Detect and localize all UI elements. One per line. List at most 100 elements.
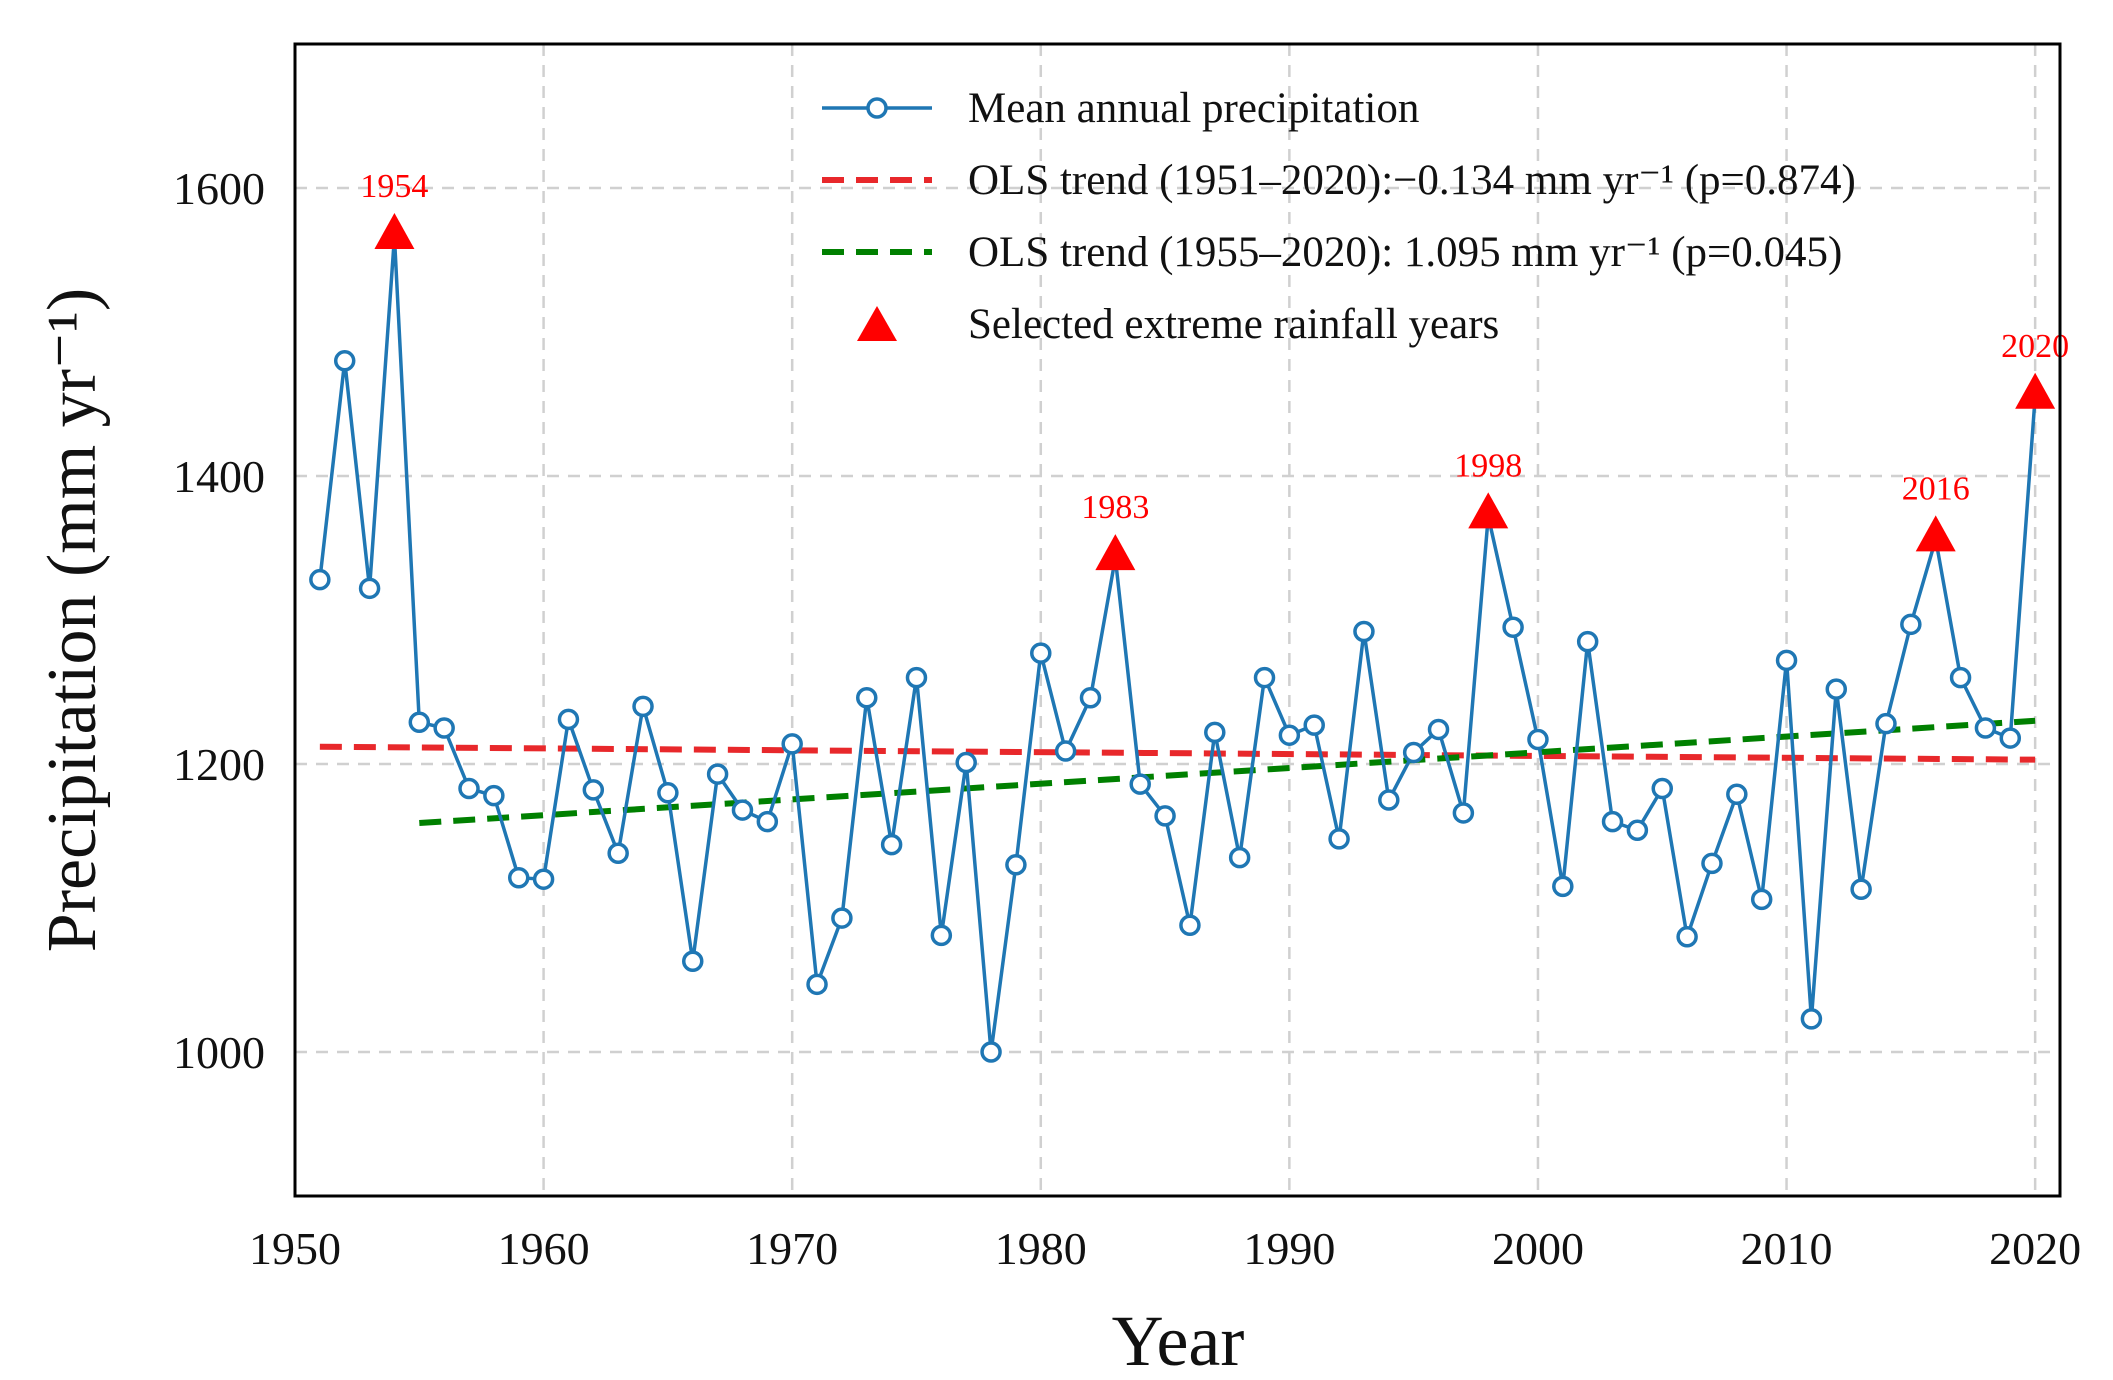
precipitation-point [1427, 718, 1450, 741]
x-tick-label: 1950 [249, 1223, 341, 1274]
precipitation-point [557, 708, 580, 731]
precipitation-point [706, 763, 729, 785]
precipitation-point [1651, 777, 1674, 800]
y-tick-label: 1400 [173, 451, 265, 502]
precipitation-point [408, 711, 431, 733]
extreme-year-annotation: 1954 [360, 168, 428, 205]
precipitation-point [1402, 741, 1425, 764]
legend: Mean annual precipitation OLS trend (195… [822, 85, 1856, 348]
precipitation-point [1502, 616, 1524, 638]
precipitation-point [930, 924, 953, 947]
series-layer: 1954 1983 1998 2016 2020 [309, 168, 2069, 1063]
precipitation-point [955, 751, 977, 774]
precipitation-point [1626, 819, 1649, 841]
precipitation-point [1253, 666, 1276, 689]
grid [295, 44, 2060, 1196]
legend-marker-extreme [857, 306, 897, 341]
x-tick-label: 1970 [746, 1223, 838, 1274]
precipitation-point [358, 577, 381, 600]
x-tick-label: 2010 [1741, 1223, 1833, 1274]
precipitation-point [582, 779, 605, 801]
precipitation-point [532, 868, 555, 890]
precipitation-point [1378, 789, 1400, 811]
precipitation-point [1179, 914, 1201, 937]
plot-frame [293, 42, 2062, 1198]
precipitation-point [309, 568, 331, 591]
precipitation-point [1800, 1008, 1823, 1030]
precipitation-point [1750, 888, 1773, 911]
precipitation-point [1726, 783, 1748, 805]
legend-label-ols-1955: OLS trend (1955–2020): 1.095 mm yr⁻¹ (p=… [968, 229, 1842, 276]
precipitation-point [1900, 613, 1922, 636]
precipitation-point [1303, 714, 1325, 736]
precipitation-point [1328, 828, 1350, 850]
precipitation-point [333, 350, 356, 372]
precipitation-point [756, 810, 779, 833]
x-tick-label: 2020 [1989, 1223, 2081, 1274]
legend-label-ols-full: OLS trend (1951–2020):−0.134 mm yr⁻¹ (p=… [968, 157, 1856, 204]
precipitation-point [781, 733, 803, 755]
precipitation-point [1353, 620, 1375, 643]
precipitation-point [1079, 687, 1102, 709]
x-tick-label: 1980 [995, 1223, 1087, 1274]
precipitation-point [1875, 712, 1897, 735]
y-axis-title: Precipitation (mm yr⁻¹) [34, 288, 111, 952]
precipitation-point [607, 842, 629, 865]
precipitation-point [1576, 630, 1599, 653]
precipitation-point [507, 867, 530, 889]
precipitation-line [318, 236, 2037, 1053]
precipitation-point [433, 717, 455, 739]
y-tick-label: 1600 [173, 163, 265, 214]
precipitation-point [1825, 678, 1848, 700]
precipitation-point [831, 907, 853, 929]
extreme-year-annotation: 2020 [2001, 328, 2069, 365]
ols-trend-line-1951-2020 [319, 743, 2036, 763]
extreme-year-marker [1095, 534, 1136, 571]
precipitation-point [1129, 773, 1151, 795]
legend-marker-precip [866, 97, 888, 119]
precipitation-point [1775, 649, 1798, 672]
precipitation-point [1030, 642, 1052, 664]
precipitation-point [856, 687, 878, 709]
precipitation-point [1701, 852, 1723, 875]
precipitation-point [657, 782, 679, 804]
precipitation-point [1949, 666, 1972, 689]
precipitation-point [980, 1041, 1002, 1063]
precipitation-point [1974, 717, 1997, 739]
precipitation-point [632, 695, 654, 718]
precipitation-point [1601, 810, 1624, 833]
extreme-year-annotation: 1998 [1454, 447, 1522, 484]
x-axis-title: Year [1112, 1301, 1245, 1380]
precipitation-point [1850, 878, 1872, 901]
precipitation-point [1204, 721, 1226, 744]
precipitation-point [905, 666, 928, 689]
extreme-year-annotation: 1983 [1081, 489, 1149, 526]
precipitation-point [458, 777, 480, 800]
precipitation-point [483, 784, 505, 807]
y-tick-label: 1000 [173, 1027, 265, 1078]
extreme-year-annotation: 2016 [1902, 470, 1970, 507]
precipitation-point [806, 973, 828, 996]
precipitation-point [1452, 802, 1475, 824]
precipitation-point [1527, 728, 1549, 751]
extreme-year-marker [1915, 515, 1956, 552]
precipitation-point [731, 799, 754, 821]
y-tick-label: 1200 [173, 739, 265, 790]
x-tick-label: 1990 [1243, 1223, 1335, 1274]
extreme-year-marker [1468, 492, 1509, 529]
extreme-year-marker [374, 212, 415, 249]
precipitation-point [1676, 926, 1698, 948]
extreme-year-marker [2015, 372, 2056, 409]
precipitation-point [1005, 854, 1027, 876]
legend-label-precip: Mean annual precipitation [968, 85, 1419, 132]
precipitation-point [1278, 724, 1301, 746]
precipitation-point [1552, 875, 1574, 898]
legend-label-extreme: Selected extreme rainfall years [968, 301, 1499, 348]
tick-labels: 1950 1960 1970 1980 1990 2000 2010 2020 1000 1200… [173, 163, 2081, 1274]
precipitation-point [1154, 805, 1176, 827]
precipitation-point [1228, 846, 1251, 869]
x-tick-label: 1960 [498, 1223, 590, 1274]
precipitation-point [880, 833, 903, 856]
precipitation-point [1999, 727, 2022, 749]
